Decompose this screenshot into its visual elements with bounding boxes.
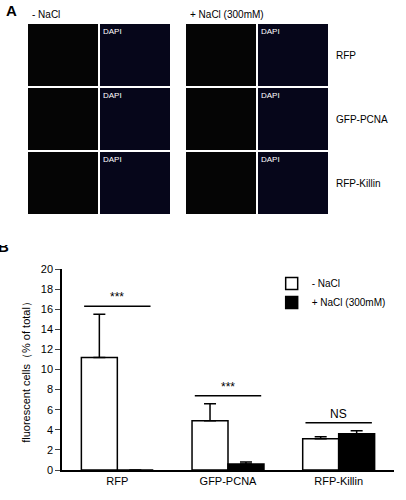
svg-text:+ NaCl (300mM): + NaCl (300mM) <box>190 9 264 20</box>
svg-text:18: 18 <box>41 283 53 295</box>
svg-text:GFP-PCNA: GFP-PCNA <box>200 475 258 487</box>
svg-text:2: 2 <box>47 444 53 456</box>
svg-text:RFP-Killin: RFP-Killin <box>314 475 363 487</box>
svg-text:20: 20 <box>41 263 53 275</box>
svg-text:0: 0 <box>47 464 53 476</box>
svg-text:DAPI: DAPI <box>103 27 122 36</box>
svg-text:- NaCl: - NaCl <box>32 9 60 20</box>
svg-text:***: *** <box>110 290 124 304</box>
svg-text:10: 10 <box>41 363 53 375</box>
svg-text:4: 4 <box>47 424 53 436</box>
svg-text:6: 6 <box>47 404 53 416</box>
svg-text:DAPI: DAPI <box>261 91 280 100</box>
svg-text:DAPI: DAPI <box>261 27 280 36</box>
svg-text:14: 14 <box>41 323 53 335</box>
svg-text:fluorescent cells（% of total）: fluorescent cells（% of total） <box>20 296 32 443</box>
svg-text:RFP: RFP <box>336 50 356 61</box>
svg-text:RFP-Killin: RFP-Killin <box>336 178 380 189</box>
svg-text:B: B <box>0 245 9 255</box>
svg-text:+ NaCl (300mM): + NaCl (300mM) <box>312 297 386 308</box>
svg-text:DAPI: DAPI <box>103 91 122 100</box>
svg-text:16: 16 <box>41 303 53 315</box>
svg-text:DAPI: DAPI <box>261 155 280 164</box>
svg-text:DAPI: DAPI <box>103 155 122 164</box>
svg-text:RFP: RFP <box>106 475 128 487</box>
svg-text:NS: NS <box>330 407 347 421</box>
svg-text:8: 8 <box>47 383 53 395</box>
svg-text:12: 12 <box>41 343 53 355</box>
svg-text:- NaCl: - NaCl <box>312 278 340 289</box>
svg-text:***: *** <box>221 380 235 394</box>
svg-text:A: A <box>6 2 17 19</box>
svg-text:GFP-PCNA: GFP-PCNA <box>336 114 388 125</box>
